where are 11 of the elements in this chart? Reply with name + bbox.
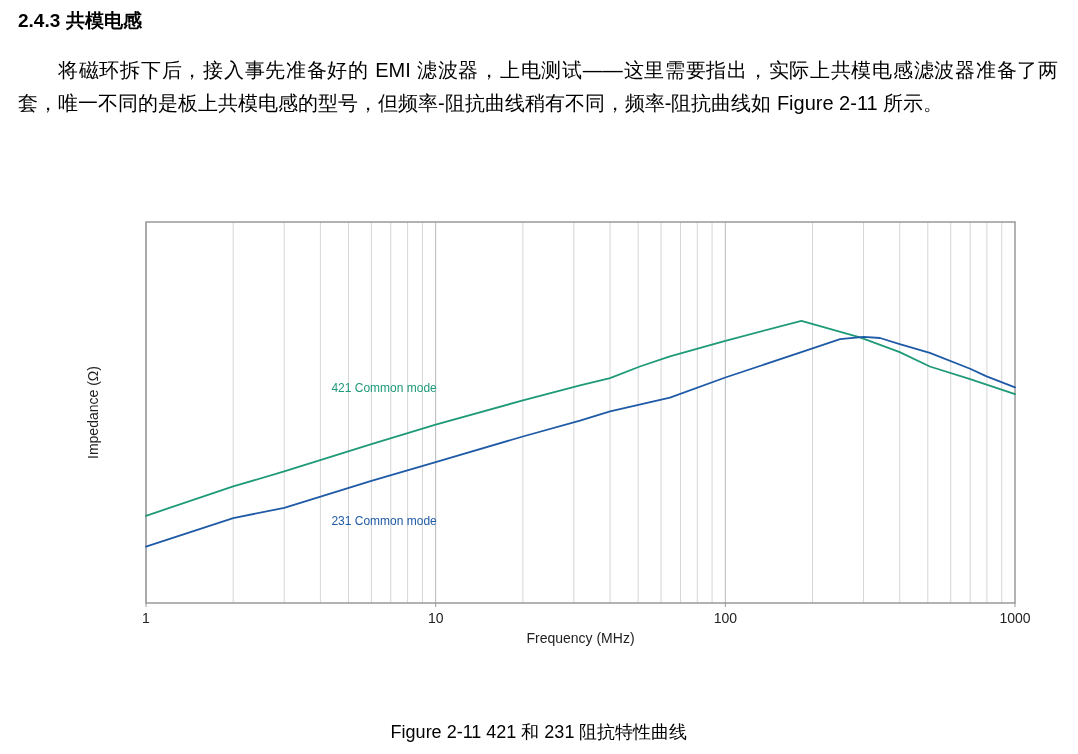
x-tick-label: 100 xyxy=(713,610,738,626)
y-axis-title: Impedance (Ω) xyxy=(85,366,101,459)
series-label: 231 Common mode xyxy=(331,513,438,528)
x-tick-label: 1000 xyxy=(999,610,1031,626)
x-tick-label: 1 xyxy=(142,610,151,626)
caption: Figure 2-11 421 和 231 阻抗特性曲线 xyxy=(390,722,688,742)
chart-subtitle: 将磁环拆下后，接入事先准备好的 EMI 滤波器，上电测试——这里需要指出，实际上共模电感滤波器准备了两套，唯一不同的是板上共模电感的型号，但频率-阻抗曲线稍有不同，频率-阻抗曲线如 Figure 2-11 所示。 xyxy=(18,58,1058,116)
x-axis-title: Frequency (MHz) xyxy=(526,630,635,646)
text: 421 Common mode xyxy=(331,381,438,396)
x-tick-label: 10 xyxy=(427,610,444,626)
chart-title: 2.4.3 共模电感 xyxy=(18,9,142,33)
